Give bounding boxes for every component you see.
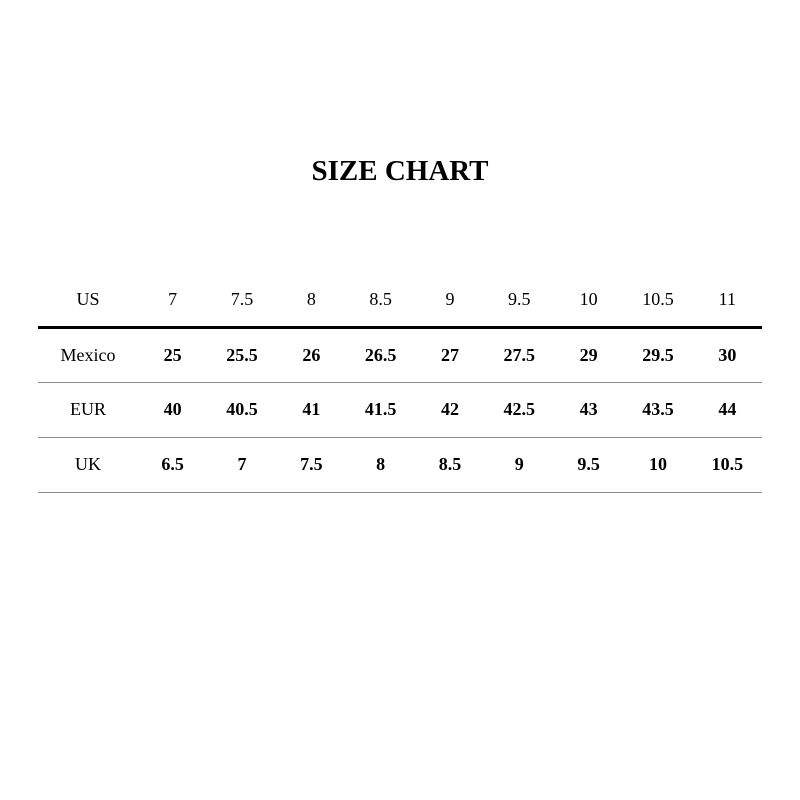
us-size-header: 10 — [553, 274, 624, 329]
us-size-header: 7 — [138, 274, 208, 329]
size-cell: 9.5 — [553, 437, 624, 493]
us-size-header: 9.5 — [484, 274, 554, 329]
table-row: Mexico 25 25.5 26 26.5 27 27.5 29 29.5 30 — [38, 327, 762, 383]
size-cell: 7 — [207, 437, 277, 493]
size-cell: 42 — [415, 382, 485, 438]
size-cell: 27 — [415, 327, 485, 383]
us-size-header: 8.5 — [345, 274, 416, 329]
us-size-header: 10.5 — [623, 274, 693, 329]
row-label: EUR — [38, 382, 138, 438]
size-cell: 26.5 — [345, 327, 416, 383]
size-cell: 27.5 — [484, 327, 554, 383]
size-cell: 26 — [276, 327, 346, 383]
size-cell: 40.5 — [207, 382, 277, 438]
size-cell: 6.5 — [138, 437, 208, 493]
size-cell: 9 — [484, 437, 554, 493]
size-cell: 29.5 — [623, 327, 693, 383]
row-label-us: US — [38, 274, 138, 329]
us-size-header: 8 — [276, 274, 346, 329]
us-size-header: 7.5 — [207, 274, 277, 329]
size-cell: 10.5 — [692, 437, 762, 493]
size-cell: 25.5 — [207, 327, 277, 383]
size-cell: 40 — [138, 382, 208, 438]
size-cell: 8 — [345, 437, 416, 493]
table-row: EUR 40 40.5 41 41.5 42 42.5 43 43.5 44 — [38, 382, 762, 438]
size-cell: 29 — [553, 327, 624, 383]
table-row: UK 6.5 7 7.5 8 8.5 9 9.5 10 10.5 — [38, 437, 762, 493]
size-cell: 8.5 — [415, 437, 485, 493]
size-cell: 42.5 — [484, 382, 554, 438]
size-cell: 41.5 — [345, 382, 416, 438]
size-cell: 44 — [692, 382, 762, 438]
row-label: UK — [38, 437, 138, 493]
us-size-header: 11 — [692, 274, 762, 329]
size-cell: 43 — [553, 382, 624, 438]
size-cell: 25 — [138, 327, 208, 383]
row-label: Mexico — [38, 327, 138, 383]
size-cell: 43.5 — [623, 382, 693, 438]
size-cell: 41 — [276, 382, 346, 438]
header-row: US 7 7.5 8 8.5 9 9.5 10 10.5 11 — [38, 274, 762, 329]
page-title: SIZE CHART — [311, 155, 489, 187]
size-cell: 30 — [692, 327, 762, 383]
size-chart-table: US 7 7.5 8 8.5 9 9.5 10 10.5 11 Mexico 25 25.5 26 26.… — [38, 274, 762, 493]
size-cell: 7.5 — [276, 437, 346, 493]
us-size-header: 9 — [415, 274, 485, 329]
size-cell: 10 — [623, 437, 693, 493]
